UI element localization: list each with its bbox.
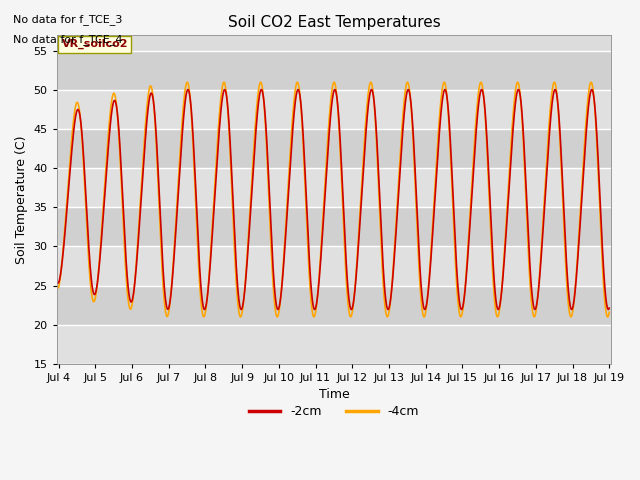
Legend: -2cm, -4cm: -2cm, -4cm xyxy=(244,400,424,423)
Text: No data for f_TCE_3: No data for f_TCE_3 xyxy=(13,14,122,25)
-4cm xyxy=(237,314,244,320)
-4cm xyxy=(536,275,543,281)
Bar xyxy=(57,168,611,207)
X-axis label: Time: Time xyxy=(319,388,349,401)
-4cm xyxy=(266,218,274,224)
-2cm xyxy=(605,305,613,311)
-2cm xyxy=(551,87,559,93)
Bar xyxy=(57,129,611,168)
Bar xyxy=(57,51,611,90)
-2cm xyxy=(595,166,602,171)
-4cm xyxy=(595,183,603,189)
-2cm xyxy=(150,103,158,109)
Bar xyxy=(57,90,611,129)
-2cm xyxy=(266,198,273,204)
-4cm xyxy=(290,100,298,106)
Text: VR_soilco2: VR_soilco2 xyxy=(61,39,128,49)
-2cm xyxy=(290,116,298,122)
-4cm xyxy=(605,310,613,315)
Text: No data for f_TCE_4: No data for f_TCE_4 xyxy=(13,34,122,45)
Bar xyxy=(57,246,611,286)
Bar xyxy=(57,207,611,246)
Line: -2cm: -2cm xyxy=(58,90,609,310)
-2cm xyxy=(535,281,543,287)
Y-axis label: Soil Temperature (C): Soil Temperature (C) xyxy=(15,135,28,264)
-4cm xyxy=(54,285,62,290)
-4cm xyxy=(118,181,125,187)
-4cm xyxy=(150,105,158,111)
-4cm xyxy=(588,79,595,85)
-2cm xyxy=(605,307,612,312)
Bar xyxy=(57,324,611,364)
Line: -4cm: -4cm xyxy=(58,82,609,317)
-2cm xyxy=(54,280,62,286)
-2cm xyxy=(118,168,125,174)
Bar xyxy=(57,286,611,324)
Title: Soil CO2 East Temperatures: Soil CO2 East Temperatures xyxy=(227,15,440,30)
